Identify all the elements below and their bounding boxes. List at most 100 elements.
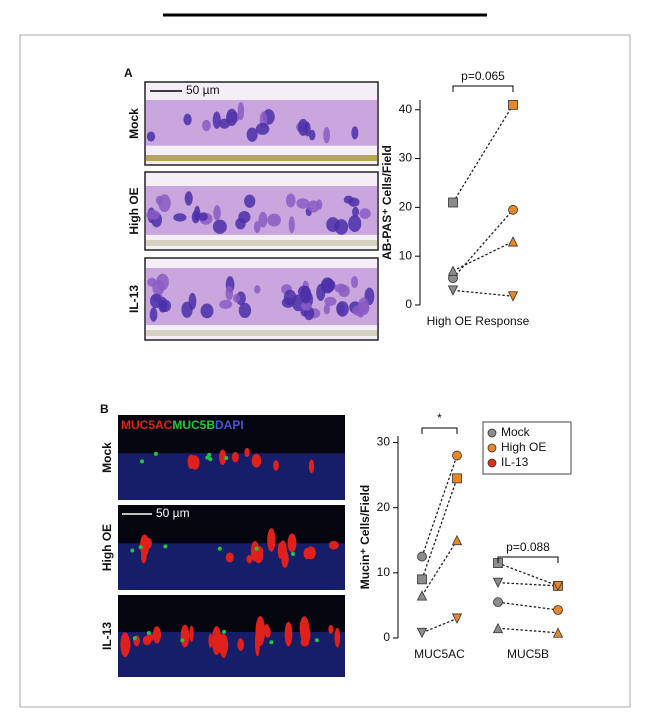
- y-tick-label: 10: [377, 565, 391, 579]
- point: [552, 580, 564, 592]
- mucin-stain: [334, 627, 341, 648]
- muc5b-stain: [146, 630, 151, 635]
- cell-stain: [183, 113, 192, 126]
- stain-name: MUC5B: [172, 418, 215, 432]
- muc5b-stain: [217, 546, 222, 551]
- y-tick-label: 10: [399, 248, 413, 262]
- significance-label: p=0.065: [461, 69, 505, 83]
- membrane: [146, 240, 377, 246]
- y-tick-label: 0: [405, 297, 412, 311]
- point: [492, 577, 504, 589]
- point: [493, 597, 503, 608]
- cell-stain: [225, 286, 234, 301]
- cell-stain: [359, 208, 371, 219]
- cell-stain: [283, 289, 297, 305]
- mucin-stain: [180, 624, 190, 648]
- point: [452, 450, 462, 461]
- muc5b-stain: [207, 452, 212, 457]
- mucin-stain: [208, 633, 213, 648]
- cell-stain: [173, 213, 187, 222]
- y-tick-label: 30: [399, 151, 413, 165]
- muc5b-stain: [208, 457, 213, 462]
- image-label: Mock: [127, 108, 141, 139]
- stain-legend: MUC5ACMUC5BDAPI: [121, 418, 244, 432]
- mucin-stain: [328, 540, 339, 550]
- legend-box: [482, 421, 572, 475]
- cell-stain: [212, 111, 221, 129]
- point: [553, 605, 563, 615]
- significance-label: p=0.088: [506, 540, 550, 554]
- x-tick-label: MUC5B: [507, 647, 549, 661]
- cell-stain: [348, 197, 360, 207]
- mucin-stain: [152, 626, 162, 644]
- mucin-stain: [273, 460, 279, 471]
- pair-connector: [452, 104, 514, 203]
- muc5b-stain: [205, 455, 210, 460]
- mucin-stain: [146, 633, 154, 642]
- y-tick-label: 20: [377, 500, 391, 514]
- cell-stain: [300, 301, 312, 311]
- membrane: [146, 330, 377, 336]
- cell-stain: [146, 131, 156, 142]
- y-tick-label: 30: [377, 435, 391, 449]
- cell-stain: [159, 299, 172, 312]
- cell-stain: [307, 200, 320, 213]
- cell-stain: [202, 119, 211, 132]
- legend-swatch: [487, 458, 497, 468]
- image-label: IL-13: [100, 622, 114, 650]
- cell-stain: [350, 276, 359, 289]
- muc5b-stain: [180, 638, 185, 643]
- pair-connector: [497, 627, 559, 634]
- cell-stain: [285, 193, 296, 208]
- cell-stain: [334, 283, 347, 294]
- mucin-stain: [246, 554, 253, 564]
- cell-stain: [322, 278, 336, 292]
- point: [416, 590, 428, 601]
- cell-stain: [316, 283, 326, 301]
- mucin-stain: [231, 451, 239, 463]
- y-axis-label: Mucin⁺ Cells/Field: [358, 485, 372, 589]
- cell-stain: [326, 217, 340, 232]
- pair-connector: [421, 478, 458, 580]
- panel-label: B: [100, 402, 109, 416]
- muc5b-stain: [254, 546, 259, 551]
- point: [507, 291, 519, 302]
- cell-stain: [158, 194, 171, 213]
- mucin-stain: [281, 549, 289, 568]
- mucin-stain: [267, 528, 276, 552]
- mucin-stain: [219, 449, 227, 465]
- y-tick-label: 40: [399, 102, 413, 116]
- mucin-stain: [190, 455, 200, 470]
- cell-stain: [348, 215, 362, 233]
- cell-stain: [336, 301, 349, 317]
- pair-connector: [452, 209, 514, 279]
- legend-label: Mock: [501, 425, 531, 439]
- cell-stain: [255, 122, 270, 135]
- cell-stain: [352, 206, 360, 217]
- mucin-stain: [189, 625, 194, 642]
- cell-stain: [212, 219, 227, 234]
- point: [552, 627, 564, 638]
- y-tick-label: 0: [383, 630, 390, 644]
- mucin-stain: [306, 546, 316, 560]
- muc5b-stain: [163, 544, 168, 549]
- pair-connector: [421, 455, 458, 557]
- cell-stain: [297, 285, 310, 297]
- pair-connector: [421, 617, 458, 634]
- cell-stain: [200, 303, 214, 319]
- mucin-stain: [140, 534, 150, 557]
- mucin-stain: [220, 637, 227, 659]
- cell-stain: [233, 293, 241, 303]
- muc5b-stain: [291, 551, 296, 556]
- cell-stain: [324, 296, 337, 307]
- legend-swatch: [487, 428, 497, 438]
- pair-connector: [497, 562, 559, 587]
- point: [417, 551, 427, 562]
- cell-stain: [246, 127, 258, 142]
- cell-stain: [219, 299, 233, 309]
- image-label: High OE: [100, 524, 114, 571]
- significance-bracket: [497, 556, 559, 563]
- point: [417, 574, 427, 585]
- cell-stain: [358, 297, 370, 314]
